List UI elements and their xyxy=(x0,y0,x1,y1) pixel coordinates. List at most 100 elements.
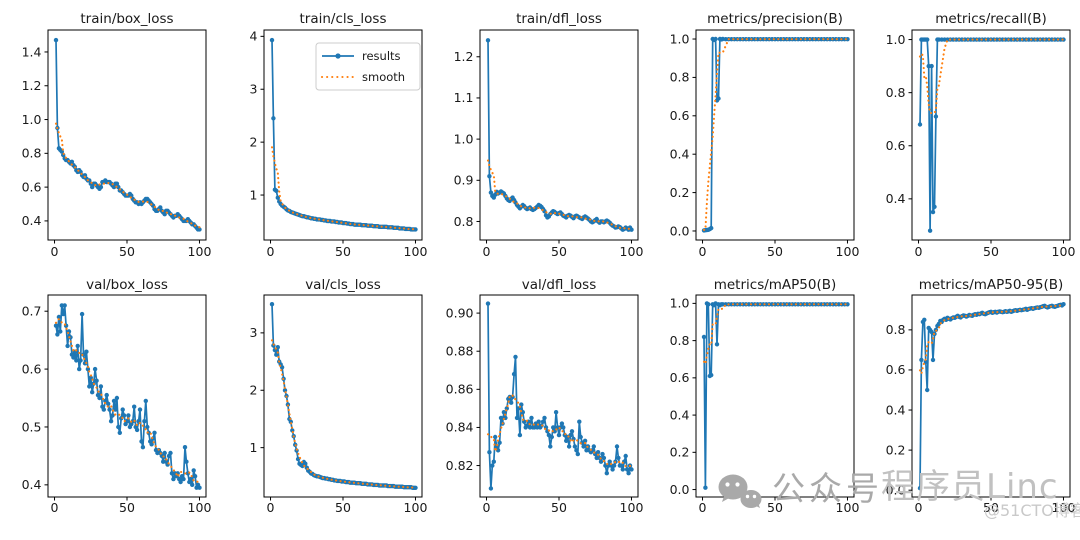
svg-text:100: 100 xyxy=(836,500,860,515)
svg-text:50: 50 xyxy=(119,244,135,259)
svg-text:50: 50 xyxy=(119,500,135,515)
chart-canvas-metrics-map50: metrics/mAP50(B) 0 50 100 0.0 0.2 0.4 0.6 0.8 1.0 xyxy=(670,277,860,515)
svg-text:1.2: 1.2 xyxy=(454,49,474,64)
chart-canvas-train-dfl-loss: train/dfl_loss 0 50 100 0.8 0.9 1.0 1.1 1.2 xyxy=(454,11,644,259)
svg-text:0.8: 0.8 xyxy=(886,322,906,337)
chart-title: metrics/mAP50(B) xyxy=(714,277,837,293)
svg-text:0.4: 0.4 xyxy=(22,213,42,228)
axis-ticks: 0 50 100 0.82 0.84 0.86 0.88 0.90 xyxy=(446,305,644,515)
chart-canvas-val-cls-loss: val/cls_loss 0 50 100 1 2 3 xyxy=(250,277,428,515)
svg-text:0: 0 xyxy=(267,500,275,515)
svg-text:0.7: 0.7 xyxy=(22,304,42,319)
svg-text:100: 100 xyxy=(188,244,212,259)
series-results xyxy=(53,37,202,232)
svg-text:0: 0 xyxy=(915,500,923,515)
svg-text:0.84: 0.84 xyxy=(446,420,474,435)
svg-text:0.4: 0.4 xyxy=(670,146,690,161)
subplot-val-dfl-loss: val/dfl_loss 0 50 100 0.82 0.84 0.86 0.88 0.90 xyxy=(432,270,648,540)
svg-text:0.4: 0.4 xyxy=(22,477,42,492)
series-results xyxy=(701,36,850,233)
axis-ticks: 0 50 100 1 2 3 xyxy=(250,325,428,515)
svg-text:1.0: 1.0 xyxy=(670,296,690,311)
legend-smooth-label: smooth xyxy=(362,70,405,84)
axes-box xyxy=(47,29,207,241)
series-smooth xyxy=(918,304,1065,377)
svg-text:100: 100 xyxy=(836,244,860,259)
chart-canvas-val-box-loss: val/box_loss 0 50 100 0.4 0.5 0.6 0.7 xyxy=(22,277,212,515)
svg-text:0: 0 xyxy=(483,500,491,515)
series-smooth xyxy=(702,303,849,367)
svg-text:0.8: 0.8 xyxy=(886,85,906,100)
series-results xyxy=(917,302,1066,491)
svg-text:0.5: 0.5 xyxy=(22,419,42,434)
series-results xyxy=(485,301,634,491)
series-smooth xyxy=(486,394,633,468)
chart-title: train/box_loss xyxy=(80,11,173,27)
svg-text:50: 50 xyxy=(551,244,567,259)
axis-ticks: 0 50 100 0.0 0.2 0.4 0.6 0.8 xyxy=(886,322,1076,515)
svg-text:0.2: 0.2 xyxy=(670,185,690,200)
chart-canvas-train-cls-loss: train/cls_loss 0 50 100 1 2 3 4 results smooth xyxy=(250,11,428,259)
svg-text:0.4: 0.4 xyxy=(886,402,906,417)
axis-ticks: 0 50 100 1 2 3 4 xyxy=(250,29,428,259)
svg-text:0.9: 0.9 xyxy=(454,173,474,188)
axes-box xyxy=(47,294,207,498)
chart-title: val/box_loss xyxy=(86,277,168,293)
chart-canvas-train-box-loss: train/box_loss 0 50 100 0.4 0.6 0.8 1.0 1.2 1.4 xyxy=(22,11,212,259)
svg-text:0.8: 0.8 xyxy=(670,70,690,85)
chart-title: train/dfl_loss xyxy=(516,11,602,27)
svg-text:0: 0 xyxy=(699,244,707,259)
subplot-train-dfl-loss: train/dfl_loss 0 50 100 0.8 0.9 1.0 1.1 1.2 xyxy=(432,0,648,270)
series-results xyxy=(269,302,418,490)
series-smooth xyxy=(54,122,201,229)
axis-ticks: 0 50 100 0.4 0.5 0.6 0.7 xyxy=(22,304,212,515)
series-smooth xyxy=(486,159,633,230)
svg-text:1.0: 1.0 xyxy=(22,112,42,127)
subplot-metrics-map50-95: metrics/mAP50-95(B) 0 50 100 0.0 0.2 0.4 0.6 0.8 xyxy=(864,270,1080,540)
svg-text:1: 1 xyxy=(250,187,258,202)
svg-text:0.8: 0.8 xyxy=(454,214,474,229)
axis-ticks: 0 50 100 0.4 0.6 0.8 1.0 1.2 1.4 xyxy=(22,44,212,259)
svg-text:0.6: 0.6 xyxy=(886,138,906,153)
series-smooth xyxy=(702,38,849,231)
series-smooth xyxy=(54,317,201,484)
series-smooth xyxy=(270,339,417,489)
svg-text:0.0: 0.0 xyxy=(886,482,906,497)
subplot-val-cls-loss: val/cls_loss 0 50 100 1 2 3 xyxy=(216,270,432,540)
subplot-metrics-precision: metrics/precision(B) 0 50 100 0.0 0.2 0.4 0.6 0.… xyxy=(648,0,864,270)
svg-text:0: 0 xyxy=(483,244,491,259)
svg-text:50: 50 xyxy=(335,500,351,515)
svg-text:1.2: 1.2 xyxy=(22,78,42,93)
svg-text:50: 50 xyxy=(983,244,999,259)
svg-text:2: 2 xyxy=(250,383,258,398)
svg-text:0.2: 0.2 xyxy=(670,445,690,460)
chart-canvas-metrics-recall: metrics/recall(B) 0 50 100 0.4 0.6 0.8 1.0 xyxy=(886,11,1076,259)
svg-text:0: 0 xyxy=(915,244,923,259)
svg-text:0.0: 0.0 xyxy=(670,223,690,238)
svg-text:0.6: 0.6 xyxy=(886,362,906,377)
series-results xyxy=(701,301,850,490)
svg-text:0.8: 0.8 xyxy=(22,146,42,161)
subplot-val-box-loss: val/box_loss 0 50 100 0.4 0.5 0.6 0.7 xyxy=(0,270,216,540)
chart-canvas-val-dfl-loss: val/dfl_loss 0 50 100 0.82 0.84 0.86 0.88 0.90 xyxy=(446,277,644,515)
svg-text:0.6: 0.6 xyxy=(22,179,42,194)
svg-text:100: 100 xyxy=(188,500,212,515)
svg-text:1.4: 1.4 xyxy=(22,44,42,59)
svg-text:0.6: 0.6 xyxy=(670,108,690,123)
svg-text:0.4: 0.4 xyxy=(886,191,906,206)
svg-text:100: 100 xyxy=(620,500,644,515)
svg-text:0.8: 0.8 xyxy=(670,333,690,348)
series-smooth xyxy=(270,146,417,231)
svg-text:4: 4 xyxy=(250,29,258,44)
svg-text:50: 50 xyxy=(983,500,999,515)
subplot-train-cls-loss: train/cls_loss 0 50 100 1 2 3 4 results smooth xyxy=(216,0,432,270)
series-results xyxy=(485,38,634,232)
axis-ticks: 0 50 100 0.8 0.9 1.0 1.1 1.2 xyxy=(454,49,644,259)
svg-text:0: 0 xyxy=(51,500,59,515)
svg-text:1.0: 1.0 xyxy=(454,131,474,146)
chart-title: metrics/recall(B) xyxy=(935,11,1047,27)
subplot-train-box-loss: train/box_loss 0 50 100 0.4 0.6 0.8 1.0 1.2 1.4 xyxy=(0,0,216,270)
svg-text:0.6: 0.6 xyxy=(22,361,42,376)
chart-title: train/cls_loss xyxy=(299,11,386,27)
